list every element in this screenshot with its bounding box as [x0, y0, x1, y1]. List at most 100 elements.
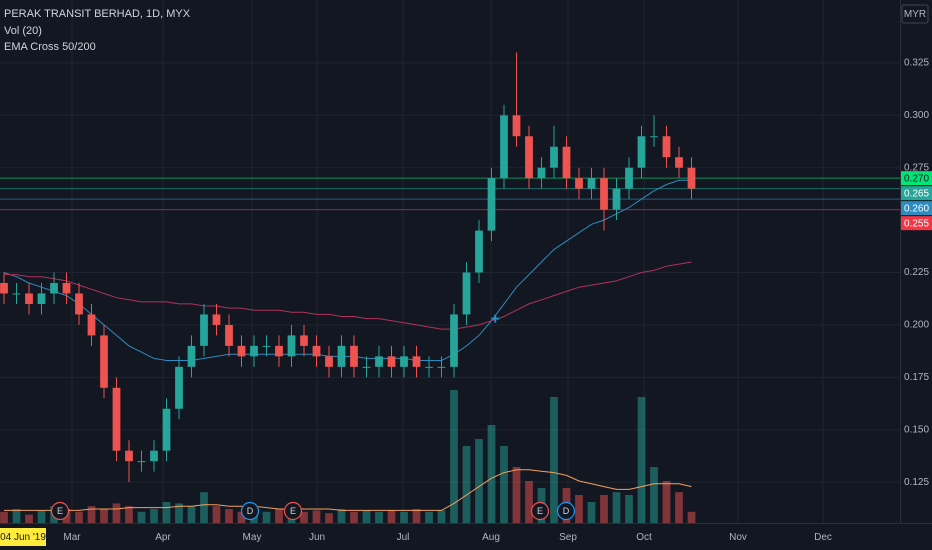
candle-body [25, 293, 33, 304]
candle-body [175, 366, 183, 409]
y-tick-label: 0.200 [904, 320, 929, 331]
volume-bar [625, 495, 633, 523]
candle-body [162, 408, 171, 451]
volume-bar [387, 510, 396, 523]
volume-bar [175, 503, 183, 523]
volume-bar [412, 509, 421, 523]
x-tick-label: Sep [559, 532, 577, 543]
x-tick-label: Oct [636, 532, 652, 543]
candle-body [37, 293, 46, 304]
event-marker[interactable] [283, 501, 303, 521]
candle-body [575, 178, 583, 189]
candle-body [487, 178, 496, 231]
candle-body [437, 366, 446, 368]
price-tag [901, 171, 932, 186]
event-marker[interactable] [240, 501, 260, 521]
price-pane [0, 52, 900, 483]
candle-body [550, 146, 558, 168]
candle-body [537, 167, 546, 179]
volume-bar [587, 502, 596, 523]
volume-bar [475, 439, 483, 523]
candle-body [387, 356, 396, 367]
candle-body [12, 293, 21, 295]
candle-body [300, 335, 308, 346]
candle-body [687, 167, 696, 189]
candle-body [500, 115, 508, 179]
candle-body [75, 293, 83, 315]
candle-body [50, 282, 58, 294]
volume-bar [262, 511, 271, 523]
price-tag [901, 186, 932, 201]
chart-title[interactable]: PERAK TRANSIT BERHAD, 1D, MYX [4, 8, 191, 20]
candle-body [325, 356, 333, 367]
x-tick-label: Dec [814, 532, 832, 543]
y-tick-label: 0.175 [904, 372, 929, 383]
event-label: D [247, 506, 254, 516]
date-tag [0, 528, 46, 546]
event-marker[interactable] [530, 501, 550, 521]
volume-bar [400, 511, 408, 523]
volume-bar [12, 509, 21, 523]
volume-bar [125, 506, 133, 523]
axes: 0.125 0.150 0.175 0.200 0.225 0.275 0.300 0.325… [50, 58, 932, 543]
candle-body [562, 146, 571, 179]
y-tick-label: 0.225 [904, 267, 929, 278]
event-label: D [563, 506, 570, 516]
volume-bar [687, 511, 696, 523]
currency-box[interactable] [901, 4, 929, 24]
price-tag [901, 201, 932, 216]
candle-body [612, 188, 621, 210]
candle-body [375, 356, 383, 367]
volume-bar [437, 510, 446, 523]
x-tick-label: Jun [309, 532, 325, 543]
candle-body [100, 335, 108, 388]
volume-bar [512, 467, 521, 523]
event-label: E [290, 506, 296, 516]
event-label: E [537, 506, 543, 516]
event-label: E [57, 506, 63, 516]
price-tag-label: 0.265 [904, 188, 929, 199]
volume-bar [200, 492, 208, 523]
x-tick-label: May [243, 532, 262, 543]
volume-bar [650, 467, 658, 523]
volume-bar [0, 511, 8, 523]
volume-bar [350, 511, 358, 523]
volume-bar [87, 506, 96, 523]
price-tag [901, 216, 932, 231]
candle-body [525, 136, 533, 179]
candle-body [650, 136, 658, 138]
volume-bar [450, 390, 458, 523]
volume-bar [675, 492, 683, 523]
price-tag-label: 0.255 [904, 218, 929, 229]
y-tick-label: 0.275 [904, 162, 929, 173]
candle-body [0, 282, 8, 294]
candle-body [87, 314, 96, 336]
candle-body [150, 450, 158, 462]
volume-bar [150, 509, 158, 523]
volume-bar [275, 509, 283, 523]
price-tag-label: 0.260 [904, 203, 929, 214]
price-tag-label: 0.270 [904, 173, 929, 184]
indicator-label[interactable]: EMA Cross 50/200 [4, 41, 96, 53]
volume-bar [637, 397, 646, 523]
volume-bar [187, 506, 196, 523]
candle-body [400, 356, 408, 367]
x-tick-label: Aug [482, 532, 500, 543]
candle-body [412, 356, 421, 367]
volume-bar [362, 510, 371, 523]
candle-body [675, 157, 683, 168]
x-tick-label: Nov [729, 532, 747, 543]
volume-bar [300, 511, 308, 523]
event-marker[interactable] [50, 501, 70, 521]
event-marker[interactable] [556, 501, 576, 521]
volume-bar [37, 510, 46, 523]
indicator-label[interactable]: Vol (20) [4, 25, 42, 37]
currency[interactable]: MYR [904, 9, 926, 20]
ema-line [3, 179, 692, 361]
volume-bar [500, 446, 508, 523]
candle-body [587, 178, 596, 189]
candle-body [187, 345, 196, 367]
volume-bar [600, 495, 608, 523]
candle-body [200, 314, 208, 346]
